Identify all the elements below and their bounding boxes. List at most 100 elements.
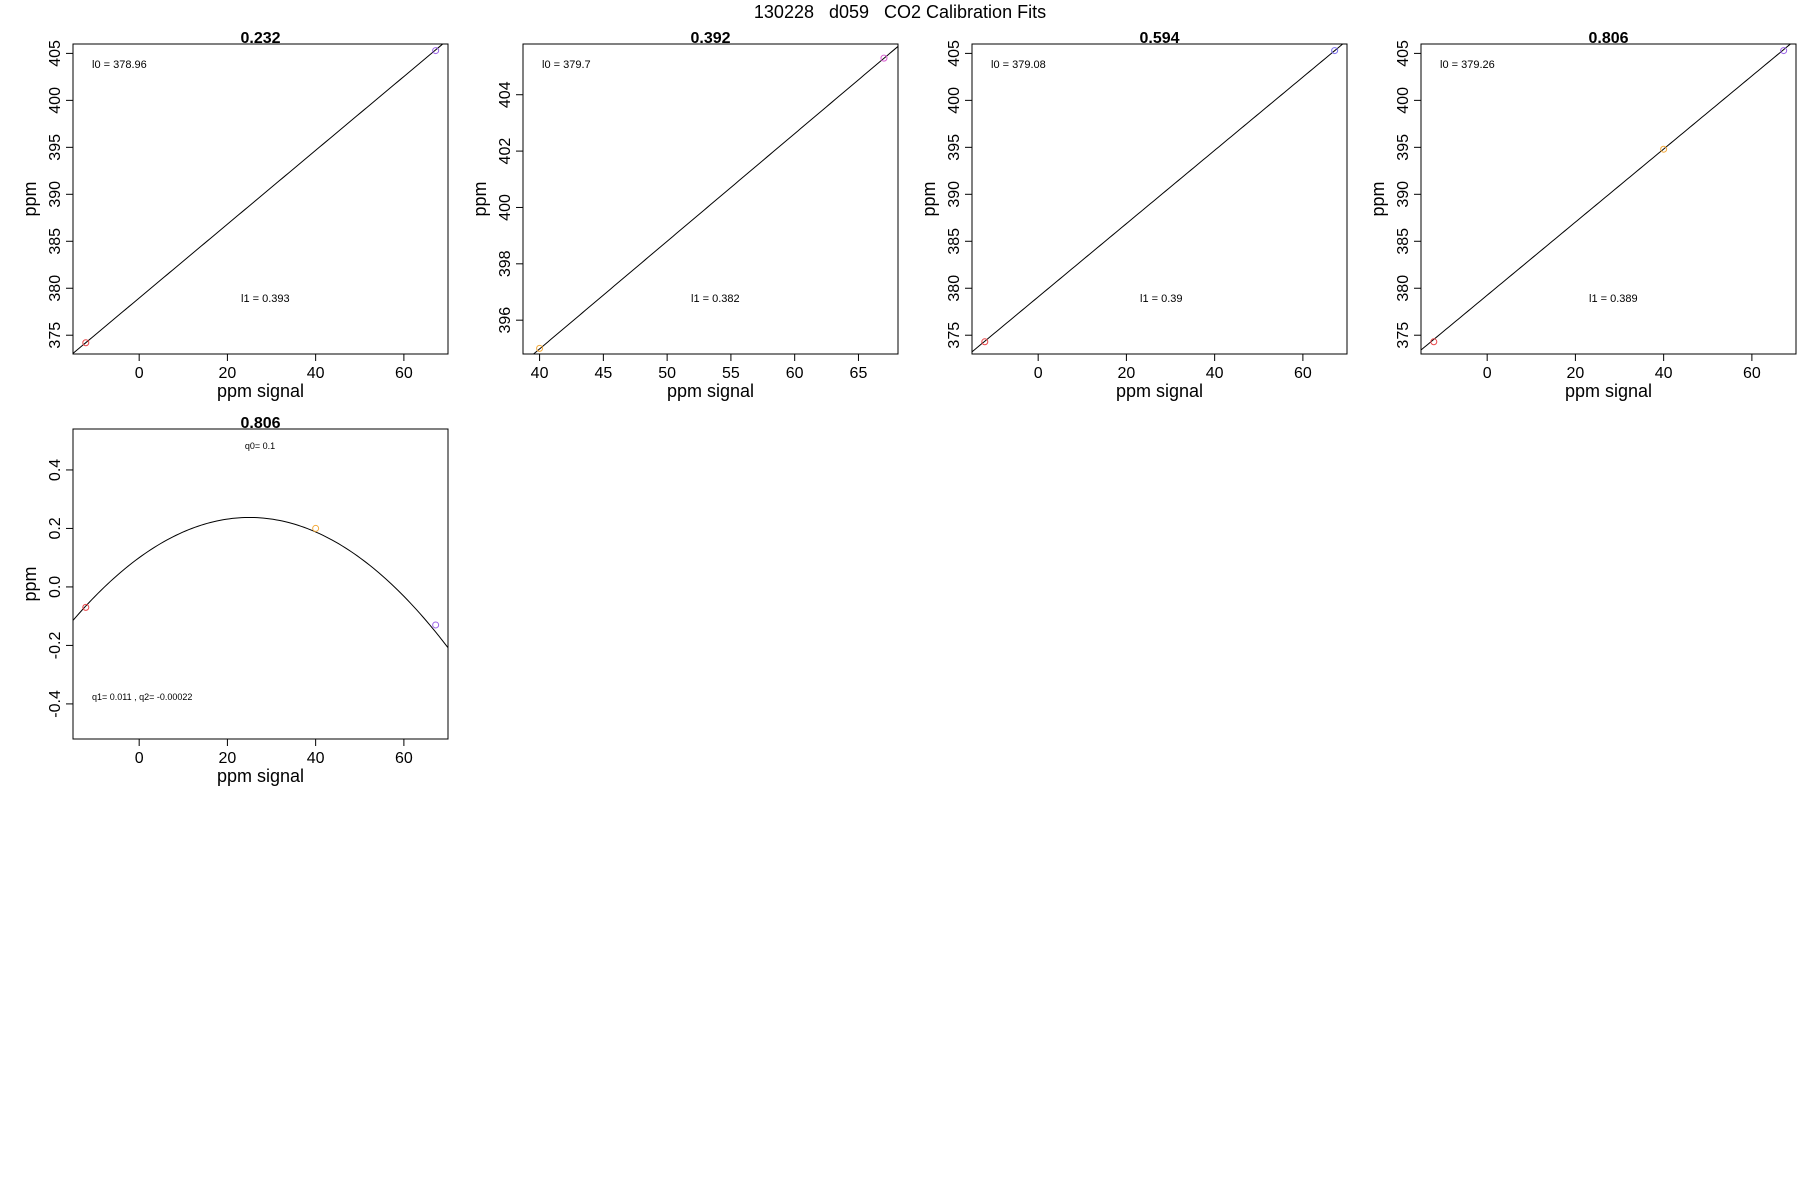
plot-frame bbox=[971, 43, 1348, 355]
data-point-2 bbox=[1331, 47, 1339, 55]
fit-annotation-l1: l1 = 0.382 bbox=[691, 293, 740, 305]
y-tick-label: 375 bbox=[1395, 322, 1412, 349]
fit-annotation-l1: l1 = 0.389 bbox=[1589, 293, 1638, 305]
y-tick-label: 385 bbox=[47, 228, 64, 255]
chart-svg-2: 0.392 40 45 50 55 60 65 ppm signal 396 398 400 402 4… bbox=[470, 30, 899, 401]
y-axis-label: ppm bbox=[20, 181, 40, 216]
y-tick-label: 0.2 bbox=[47, 517, 64, 539]
quadratic-residual-panel: 0.806 0 20 40 60 ppm signal -0.4 -0.2 0.0 0.2 0.4 p… bbox=[0, 385, 460, 795]
x-tick-label: 40 bbox=[531, 365, 549, 382]
x-tick-label: 0 bbox=[135, 750, 144, 767]
y-tick-label: 380 bbox=[946, 275, 963, 302]
y-tick-label: 405 bbox=[946, 40, 963, 67]
data-point-1 bbox=[981, 338, 989, 346]
y-tick-label: 390 bbox=[1395, 181, 1412, 208]
y-tick-label: -0.2 bbox=[47, 632, 64, 660]
fit-annotation-q1-q2: q1= 0.011 , q2= -0.00022 bbox=[92, 692, 192, 702]
y-axis-label: ppm bbox=[470, 181, 490, 216]
y-tick-label: 390 bbox=[47, 181, 64, 208]
fit-line bbox=[73, 516, 448, 649]
chart-title: 0.806 bbox=[1588, 30, 1628, 47]
calibration-panel-2: 0.392 40 45 50 55 60 65 ppm signal 396 398 400 402 4… bbox=[450, 0, 910, 410]
data-point-3 bbox=[1780, 47, 1788, 55]
fit-line bbox=[73, 44, 444, 354]
calibration-panel-3: 0.594 0 20 40 60 ppm signal 375 380 385 390 395 400… bbox=[899, 0, 1359, 410]
y-axis-label: ppm bbox=[1368, 181, 1388, 216]
x-tick-label: 60 bbox=[395, 365, 413, 382]
x-tick-label: 60 bbox=[1743, 365, 1761, 382]
x-tick-label: 40 bbox=[1655, 365, 1673, 382]
x-tick-label: 20 bbox=[1118, 365, 1136, 382]
fit-annotation-l0: l0 = 379.26 bbox=[1440, 59, 1495, 71]
chart-title: 0.806 bbox=[240, 415, 280, 432]
y-tick-label: 400 bbox=[1395, 87, 1412, 114]
fit-annotation-l0: l0 = 379.7 bbox=[542, 59, 591, 71]
x-tick-label: 60 bbox=[395, 750, 413, 767]
y-tick-label: 395 bbox=[47, 134, 64, 161]
data-point-2 bbox=[312, 524, 320, 532]
x-axis-label: ppm signal bbox=[1116, 381, 1203, 401]
data-point-2 bbox=[880, 54, 888, 62]
chart-title: 0.392 bbox=[690, 30, 730, 47]
y-tick-label: 405 bbox=[47, 40, 64, 67]
plot-frame bbox=[522, 43, 899, 355]
x-tick-label: 65 bbox=[850, 365, 868, 382]
y-tick-label: 390 bbox=[946, 181, 963, 208]
y-tick-label: 0.4 bbox=[47, 459, 64, 481]
y-tick-label: 396 bbox=[497, 307, 514, 334]
x-axis-label: ppm signal bbox=[217, 381, 304, 401]
calibration-panel-4: 0.806 0 20 40 60 ppm signal 375 380 385 390 395 400… bbox=[1348, 0, 1800, 410]
fit-annotation-q0: q0= 0.1 bbox=[245, 441, 275, 451]
y-tick-label: 400 bbox=[497, 194, 514, 221]
plot-frame bbox=[72, 43, 449, 355]
y-axis-label: ppm bbox=[919, 181, 939, 216]
x-tick-label: 0 bbox=[1483, 365, 1492, 382]
data-point-3 bbox=[432, 621, 440, 629]
fit-line bbox=[1421, 44, 1792, 351]
y-tick-label: 395 bbox=[1395, 134, 1412, 161]
chart-svg-5: 0.806 0 20 40 60 ppm signal -0.4 -0.2 0.0 0.2 0.4 p… bbox=[20, 415, 449, 786]
chart-svg-3: 0.594 0 20 40 60 ppm signal 375 380 385 390 395 400… bbox=[919, 30, 1348, 401]
data-point-1 bbox=[82, 339, 90, 347]
fit-line bbox=[532, 46, 898, 354]
x-axis-label: ppm signal bbox=[217, 766, 304, 786]
x-tick-label: 0 bbox=[1034, 365, 1043, 382]
x-axis-label: ppm signal bbox=[667, 381, 754, 401]
y-tick-label: 404 bbox=[497, 81, 514, 108]
y-tick-label: 400 bbox=[47, 87, 64, 114]
chart-svg-4: 0.806 0 20 40 60 ppm signal 375 380 385 390 395 400… bbox=[1368, 30, 1797, 401]
fit-line bbox=[972, 44, 1344, 353]
y-tick-label: 380 bbox=[47, 275, 64, 302]
chart-title: 0.594 bbox=[1139, 30, 1179, 47]
x-tick-label: 60 bbox=[1294, 365, 1312, 382]
y-tick-label: 385 bbox=[1395, 228, 1412, 255]
y-tick-label: 395 bbox=[946, 134, 963, 161]
x-tick-label: 20 bbox=[1567, 365, 1585, 382]
x-tick-label: 40 bbox=[307, 750, 325, 767]
fit-annotation-l1: l1 = 0.39 bbox=[1140, 293, 1183, 305]
data-point-2 bbox=[1660, 145, 1668, 153]
y-axis-label: ppm bbox=[20, 566, 40, 601]
y-tick-label: 375 bbox=[47, 322, 64, 349]
page-title: 130228 d059 CO2 Calibration Fits bbox=[753, 2, 1047, 22]
y-tick-label: 405 bbox=[1395, 40, 1412, 67]
x-tick-label: 45 bbox=[594, 365, 612, 382]
x-axis-label: ppm signal bbox=[1565, 381, 1652, 401]
x-tick-label: 50 bbox=[658, 365, 676, 382]
y-tick-label: 400 bbox=[946, 87, 963, 114]
y-tick-label: 398 bbox=[497, 250, 514, 277]
y-tick-label: 402 bbox=[497, 138, 514, 165]
y-tick-label: 0.0 bbox=[47, 576, 64, 598]
y-tick-label: 385 bbox=[946, 228, 963, 255]
data-point-1 bbox=[536, 344, 544, 352]
x-tick-label: 40 bbox=[1206, 365, 1224, 382]
x-tick-label: 55 bbox=[722, 365, 740, 382]
plot-frame bbox=[1420, 43, 1797, 355]
x-tick-label: 20 bbox=[219, 365, 237, 382]
x-tick-label: 60 bbox=[786, 365, 804, 382]
data-point-1 bbox=[1430, 338, 1438, 346]
y-tick-label: 375 bbox=[946, 322, 963, 349]
x-tick-label: 40 bbox=[307, 365, 325, 382]
y-tick-label: -0.4 bbox=[47, 690, 64, 718]
fit-annotation-l1: l1 = 0.393 bbox=[241, 293, 290, 305]
